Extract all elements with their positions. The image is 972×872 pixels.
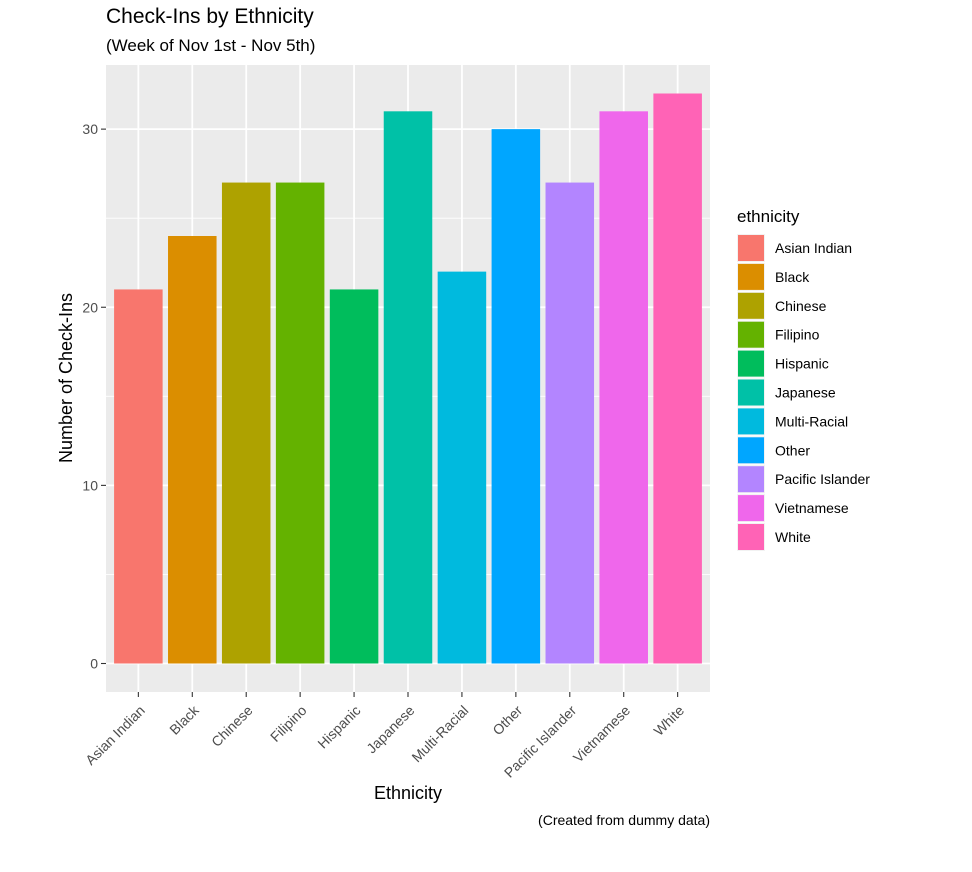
chart-subtitle: (Week of Nov 1st - Nov 5th) bbox=[106, 36, 315, 55]
legend-items: Asian Indian Black Chinese Filipino Hispanic… bbox=[737, 234, 870, 551]
bar-hispanic bbox=[329, 289, 379, 664]
legend-swatch bbox=[738, 321, 764, 348]
bar-multi-racial bbox=[437, 271, 487, 664]
legend-label: Vietnamese bbox=[775, 500, 849, 516]
legend-label: Japanese bbox=[775, 385, 836, 401]
legend-title: ethnicity bbox=[737, 207, 800, 226]
legend-swatch bbox=[738, 379, 764, 406]
y-axis: 0 10 20 30 bbox=[82, 121, 106, 672]
legend-label: Multi-Racial bbox=[775, 413, 848, 429]
x-tick-label: Multi-Racial bbox=[408, 702, 471, 765]
legend-label: Black bbox=[775, 269, 810, 285]
x-tick-label: Hispanic bbox=[314, 702, 363, 751]
x-tick-label: Vietnamese bbox=[570, 702, 634, 766]
bars bbox=[114, 93, 702, 664]
y-tick-label: 30 bbox=[82, 121, 98, 137]
chart-caption: (Created from dummy data) bbox=[538, 812, 710, 828]
legend-swatch bbox=[738, 292, 764, 319]
bar-other bbox=[491, 129, 541, 664]
x-axis: Asian Indian Black Chinese Filipino Hispanic… bbox=[82, 692, 687, 781]
x-tick-label: Chinese bbox=[208, 702, 256, 750]
x-tick-label: Japanese bbox=[363, 702, 417, 756]
legend-swatch bbox=[738, 408, 764, 435]
bar-filipino bbox=[275, 182, 325, 664]
bar-pacific-islander bbox=[545, 182, 595, 664]
legend-label: Hispanic bbox=[775, 356, 829, 372]
chart-title: Check-Ins by Ethnicity bbox=[106, 5, 314, 28]
bar-asian-indian bbox=[114, 289, 163, 664]
legend-label: Asian Indian bbox=[775, 240, 852, 256]
y-tick-label: 0 bbox=[90, 656, 98, 672]
legend-swatch bbox=[738, 466, 764, 493]
legend-label: Pacific Islander bbox=[775, 471, 870, 487]
bar-black bbox=[168, 236, 217, 664]
x-tick-label: Asian Indian bbox=[82, 702, 148, 768]
y-tick-label: 20 bbox=[82, 299, 98, 315]
legend-swatch bbox=[738, 235, 764, 261]
bar-vietnamese bbox=[599, 111, 648, 664]
legend-swatch bbox=[738, 524, 764, 550]
bar-white bbox=[653, 93, 702, 664]
legend-label: Chinese bbox=[775, 298, 827, 314]
legend-swatch bbox=[738, 350, 764, 377]
x-tick-label: Black bbox=[166, 701, 202, 737]
x-axis-title: Ethnicity bbox=[374, 783, 442, 803]
y-axis-title: Number of Check-Ins bbox=[56, 293, 76, 463]
legend-label: Other bbox=[775, 442, 810, 458]
legend-label: Filipino bbox=[775, 327, 820, 343]
legend: ethnicity Asian Indian Black Chinese Filipi… bbox=[737, 207, 870, 551]
bar-chinese bbox=[221, 182, 271, 664]
legend-label: White bbox=[775, 529, 811, 545]
legend-swatch bbox=[738, 263, 764, 290]
x-tick-label: White bbox=[650, 702, 687, 739]
legend-swatch bbox=[738, 495, 764, 522]
bar-japanese bbox=[383, 111, 433, 664]
legend-swatch bbox=[738, 437, 764, 464]
y-tick-label: 10 bbox=[82, 477, 98, 493]
x-tick-label: Filipino bbox=[267, 702, 310, 745]
x-tick-label: Other bbox=[489, 702, 525, 738]
